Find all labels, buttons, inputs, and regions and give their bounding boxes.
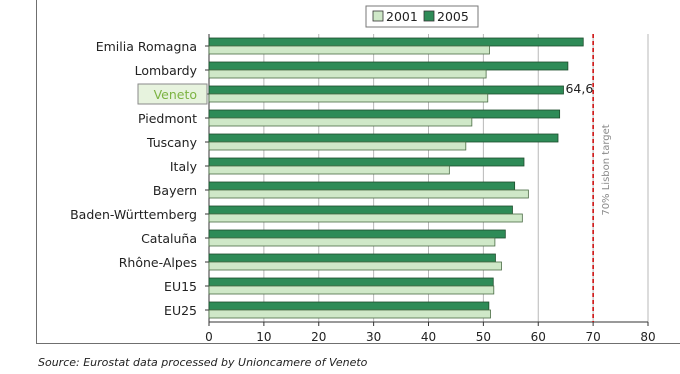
category-label: Emilia Romagna	[96, 39, 197, 54]
bar-2001	[208, 165, 450, 175]
legend: 2001 2005	[365, 5, 479, 28]
bar-2005	[208, 61, 569, 71]
x-tick-label: 30	[366, 330, 381, 344]
bar-2001	[208, 261, 502, 271]
legend-swatch-2001	[372, 10, 384, 22]
bar-2005	[208, 85, 564, 95]
data-label: 64,6	[565, 81, 593, 96]
x-tick-label: 70	[585, 330, 600, 344]
bar-2001	[208, 309, 491, 319]
bar-2001	[208, 285, 495, 295]
category-label: EU25	[164, 303, 197, 318]
bar-2001	[208, 93, 489, 103]
x-tick-labels: 0 10 20 30 40 50 60 70 80	[205, 330, 655, 344]
bar-2001	[208, 189, 529, 199]
bar-2005	[208, 157, 525, 167]
bar-2005	[208, 253, 496, 263]
bar-2001	[208, 141, 467, 151]
category-label: Piedmont	[138, 111, 197, 126]
x-tick-label: 10	[256, 330, 271, 344]
legend-label-2005: 2005	[437, 9, 469, 24]
category-label: Cataluña	[141, 231, 197, 246]
category-label: Tuscany	[146, 135, 198, 150]
bar-2005	[208, 109, 561, 119]
category-label: Italy	[170, 159, 198, 174]
grid-lines	[205, 34, 649, 326]
category-label: Rhône-Alpes	[119, 255, 197, 270]
bar-2001	[208, 237, 496, 247]
x-tick-label: 80	[640, 330, 655, 344]
legend-label-2001: 2001	[386, 9, 418, 24]
bar-2001	[208, 45, 490, 55]
bar-2005	[208, 229, 506, 239]
bar-2001	[208, 69, 487, 79]
x-tick-label: 0	[205, 330, 213, 344]
category-label: Bayern	[153, 183, 197, 198]
legend-swatch-2005	[423, 10, 435, 22]
bar-2005	[208, 37, 584, 47]
category-label: Veneto	[154, 87, 197, 102]
bars-layer: 64,6	[208, 37, 593, 319]
bar-2001	[208, 213, 523, 223]
legend-box	[365, 5, 479, 28]
bar-2005	[208, 181, 516, 191]
category-label: Lombardy	[135, 63, 198, 78]
bar-2005	[208, 133, 559, 143]
target-line-label: 70% Lisbon target	[601, 124, 612, 215]
chart-frame	[36, 0, 680, 344]
bar-2005	[208, 277, 494, 287]
x-tick-label: 50	[476, 330, 491, 344]
category-label: EU15	[164, 279, 197, 294]
category-labels: Emilia Romagna Lombardy Veneto Piedmont Tusc…	[70, 39, 208, 318]
x-tick-label: 40	[421, 330, 436, 344]
highlight-box	[137, 83, 208, 105]
category-label: Baden-Württemberg	[70, 207, 197, 222]
target-line-group: 70% Lisbon target	[592, 34, 612, 322]
x-tick-label: 60	[531, 330, 546, 344]
source-note: Source: Eurostat data processed by Union…	[38, 356, 368, 369]
bar-2005	[208, 205, 513, 215]
bar-2001	[208, 117, 473, 127]
bar-2005	[208, 301, 490, 311]
x-tick-label: 20	[311, 330, 326, 344]
